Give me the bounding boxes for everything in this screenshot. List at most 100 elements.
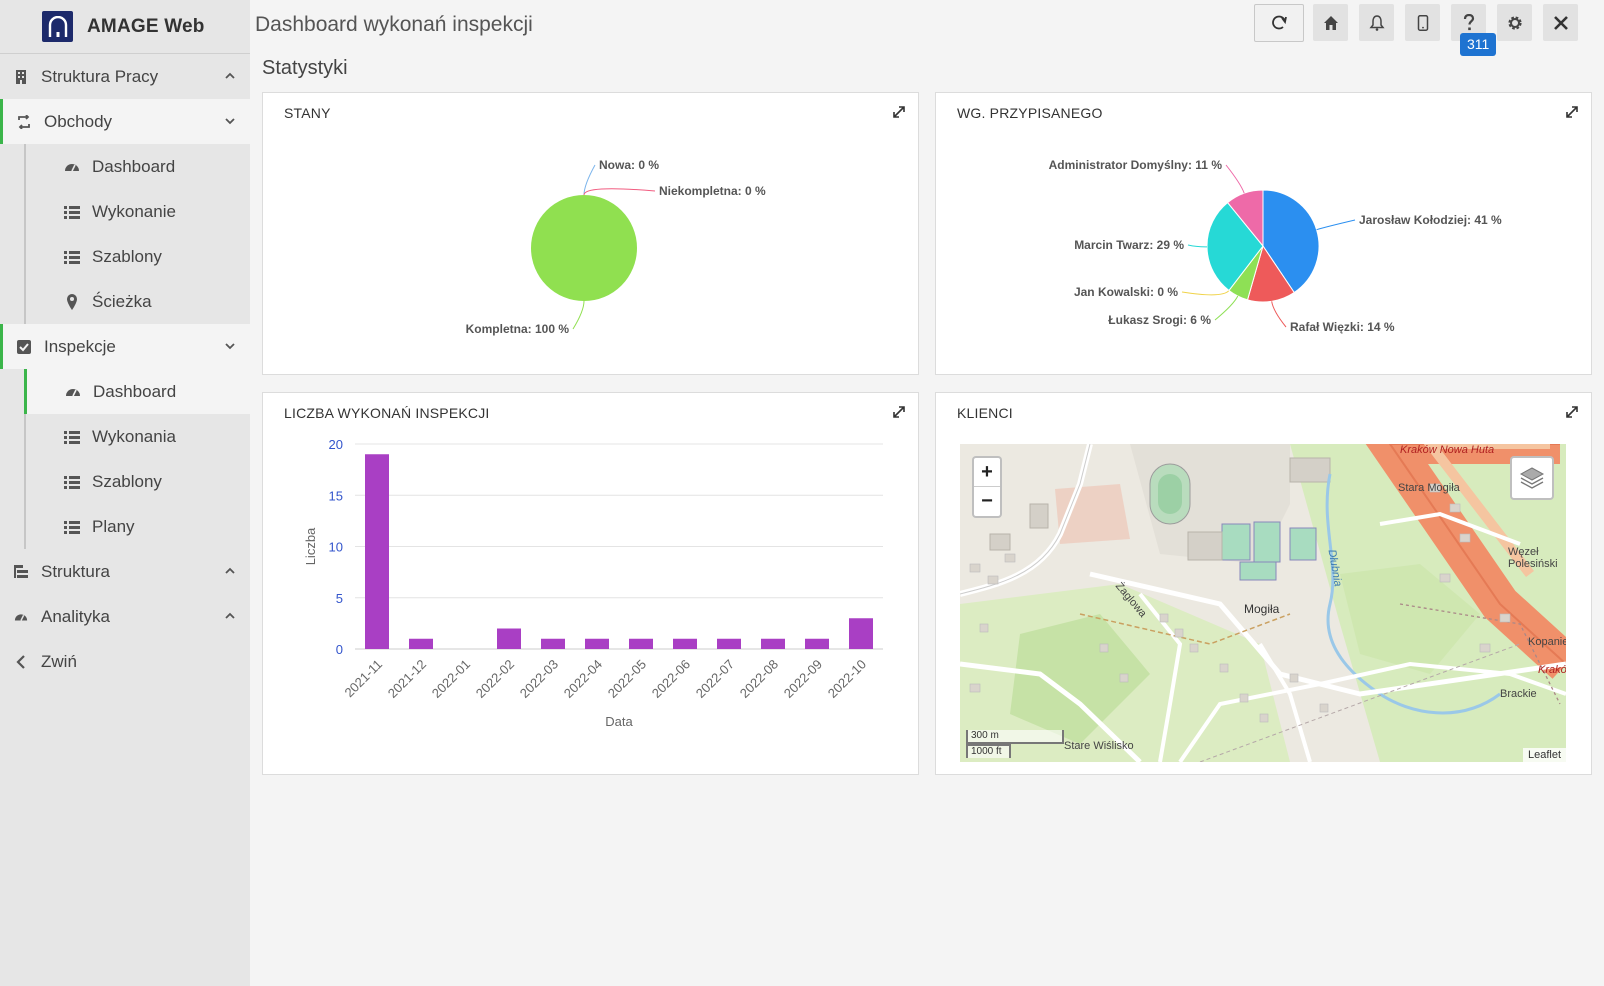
refresh-icon	[1272, 15, 1287, 30]
pie-slice[interactable]	[1206, 201, 1264, 292]
mobile-button[interactable]	[1405, 4, 1440, 41]
chevron-down-icon	[225, 343, 235, 350]
home-button[interactable]	[1313, 4, 1348, 41]
expand-icon[interactable]	[1565, 105, 1579, 119]
bar[interactable]	[541, 638, 565, 649]
refresh-button[interactable]	[1254, 4, 1304, 42]
map-label: Mogiła	[1244, 602, 1280, 616]
list-icon	[64, 430, 80, 444]
pie-label: Łukasz Srogi: 6 %	[1108, 313, 1211, 327]
gear-icon	[1507, 15, 1522, 30]
x-tick-label: 2022-03	[517, 657, 561, 701]
page-title: Dashboard wykonań inspekcji	[255, 13, 533, 36]
y-tick-label: 15	[329, 488, 343, 503]
zoom-out-button[interactable]: −	[981, 490, 993, 512]
zoom-in-button[interactable]: +	[974, 458, 1000, 487]
bar[interactable]	[717, 638, 741, 649]
layers-button[interactable]	[1510, 456, 1554, 500]
sidebar-subitem-obchody-dashboard[interactable]: Dashboard	[24, 144, 250, 189]
y-tick-label: 5	[336, 591, 343, 606]
sidebar-item-label: Szablony	[92, 471, 162, 491]
pie-connector	[1225, 164, 1245, 194]
sidebar-item-inspekcje[interactable]: Inspekcje	[0, 324, 250, 369]
bar[interactable]	[673, 638, 697, 649]
y-tick-label: 10	[329, 540, 343, 555]
brand[interactable]: AMAGE Web	[0, 0, 250, 54]
mobile-phone-icon	[1417, 14, 1428, 31]
pie-slice[interactable]	[531, 195, 637, 301]
sidebar-subitem-wykonania[interactable]: Wykonania	[24, 414, 250, 459]
bar[interactable]	[497, 628, 521, 650]
tree-structure-icon	[14, 564, 28, 578]
x-tick-label: 2022-06	[649, 657, 693, 701]
sidebar-item-obchody[interactable]: Obchody	[0, 99, 250, 144]
sidebar-subitem-plany[interactable]: Plany	[24, 504, 250, 549]
expand-icon[interactable]	[892, 105, 906, 119]
sidebar-item-label: Analityka	[41, 606, 110, 626]
sidebar-item-label: Plany	[92, 516, 135, 536]
list-icon	[64, 250, 80, 264]
bar[interactable]	[409, 638, 433, 649]
sidebar-subitem-sciezka[interactable]: Ścieżka	[24, 279, 250, 324]
list-icon	[64, 205, 80, 219]
settings-button[interactable]	[1497, 4, 1532, 41]
bar[interactable]	[365, 454, 389, 649]
clients-map[interactable]: Mogiła Stara Mogiła Węzeł Polesiński Kra…	[960, 444, 1566, 762]
pie-label: Niekompletna: 0 %	[659, 184, 766, 198]
x-tick-label: 2022-01	[429, 657, 473, 701]
x-tick-label: 2022-05	[605, 657, 649, 701]
sidebar-subitem-obchody-szablony[interactable]: Szablony	[24, 234, 250, 279]
pie-label: Kompletna: 100 %	[466, 322, 570, 336]
sidebar-item-struktura[interactable]: Struktura	[0, 549, 250, 594]
map-label: Brackie	[1500, 688, 1537, 700]
map-label: Węzeł Polesiński	[1508, 546, 1558, 570]
pie-label: Jarosław Kołodziej: 41 %	[1359, 213, 1502, 227]
close-button[interactable]	[1543, 4, 1578, 41]
app-name: AMAGE Web	[87, 15, 205, 37]
sidebar-collapse[interactable]: Zwiń	[0, 639, 250, 684]
pie-slice[interactable]	[1262, 189, 1320, 294]
card-stany: STANY Nowa: 0 % Niekompletna: 0 % Kompletn…	[262, 92, 919, 375]
sidebar-subitem-inspekcje-dashboard[interactable]: Dashboard	[24, 369, 250, 414]
sidebar-item-analityka[interactable]: Analityka	[0, 594, 250, 639]
bar[interactable]	[849, 618, 873, 649]
card-title: WG. PRZYPISANEGO	[957, 105, 1103, 121]
pie-connector	[1271, 301, 1287, 328]
bar[interactable]	[805, 638, 829, 649]
card-count: LICZBA WYKONAŃ INSPEKCJI 0 5 10 15 20 2021-11…	[262, 392, 919, 775]
x-tick-label: 2022-08	[737, 657, 781, 701]
topbar: Dashboard wykonań inspekcji	[250, 0, 1604, 54]
pie-label: Rafał Więzki: 14 %	[1290, 320, 1395, 334]
sidebar: AMAGE Web Struktura Pracy Obchody Dashbo…	[0, 0, 250, 986]
chevron-up-icon	[225, 612, 235, 619]
bar[interactable]	[629, 638, 653, 649]
exchange-icon	[18, 114, 30, 129]
pie-slice[interactable]	[1226, 189, 1264, 248]
card-title: KLIENCI	[957, 405, 1013, 421]
layers-icon	[1519, 467, 1545, 489]
pie-connector	[1187, 244, 1208, 248]
sidebar-item-label: Obchody	[44, 111, 113, 131]
expand-icon[interactable]	[1565, 405, 1579, 419]
map-scale: 300 m 1000 ft	[966, 730, 1064, 758]
notifications-button[interactable]	[1359, 4, 1394, 41]
map-attribution[interactable]: Leaflet	[1522, 748, 1566, 762]
card-clients: KLIENCI	[935, 392, 1592, 775]
question-icon	[1463, 13, 1474, 30]
sidebar-item-label: Struktura	[41, 561, 110, 581]
sidebar-subitem-wykonanie[interactable]: Wykonanie	[24, 189, 250, 234]
x-tick-label: 2022-10	[825, 657, 869, 701]
scale-metric: 300 m	[966, 730, 1064, 744]
x-axis-title: Data	[605, 714, 633, 729]
expand-icon[interactable]	[892, 405, 906, 419]
bar[interactable]	[585, 638, 609, 649]
pie-connector	[572, 300, 585, 330]
sidebar-item-struktura-pracy[interactable]: Struktura Pracy	[0, 54, 250, 99]
dashboard-gauge-icon	[66, 388, 80, 396]
sidebar-item-label: Dashboard	[92, 156, 176, 176]
sidebar-subitem-inspekcje-szablony[interactable]: Szablony	[24, 459, 250, 504]
pie-chart-stany: Nowa: 0 %Niekompletna: 0 % Kompletna: 100…	[466, 158, 766, 336]
bar[interactable]	[761, 638, 785, 649]
map-label: Kraków Nowa Huta	[1400, 444, 1495, 456]
sidebar-item-label: Wykonanie	[92, 201, 176, 221]
